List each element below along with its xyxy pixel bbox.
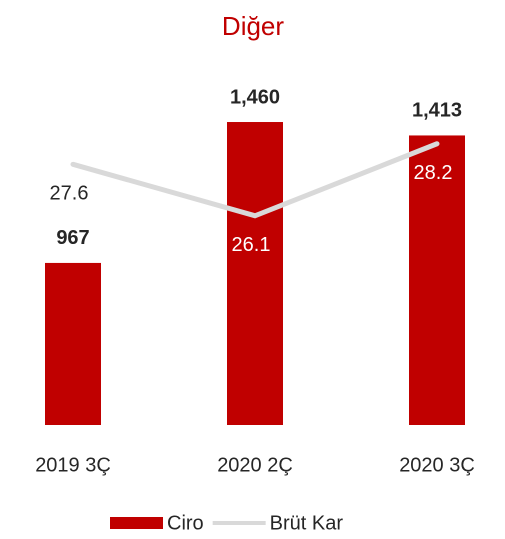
legend-swatch xyxy=(110,517,163,529)
bar xyxy=(227,122,283,426)
legend-label: Ciro xyxy=(167,512,204,534)
bar-value-label: 1,413 xyxy=(412,100,462,122)
chart-title: Diğer xyxy=(222,11,284,41)
x-tick-label: 2020 3Ç xyxy=(399,454,475,476)
line-value-label: 28.2 xyxy=(414,162,453,184)
bar xyxy=(409,135,465,425)
x-tick-label: 2020 2Ç xyxy=(217,454,293,476)
line-series xyxy=(70,141,440,219)
line-value-label: 26.1 xyxy=(232,234,271,256)
x-tick-label: 2019 3Ç xyxy=(35,454,111,476)
bar-value-label: 967 xyxy=(56,227,89,249)
bar-value-label: 1,460 xyxy=(230,86,280,108)
legend-label: Brüt Kar xyxy=(270,512,344,534)
line-value-label: 27.6 xyxy=(50,183,89,205)
bar xyxy=(45,262,101,425)
